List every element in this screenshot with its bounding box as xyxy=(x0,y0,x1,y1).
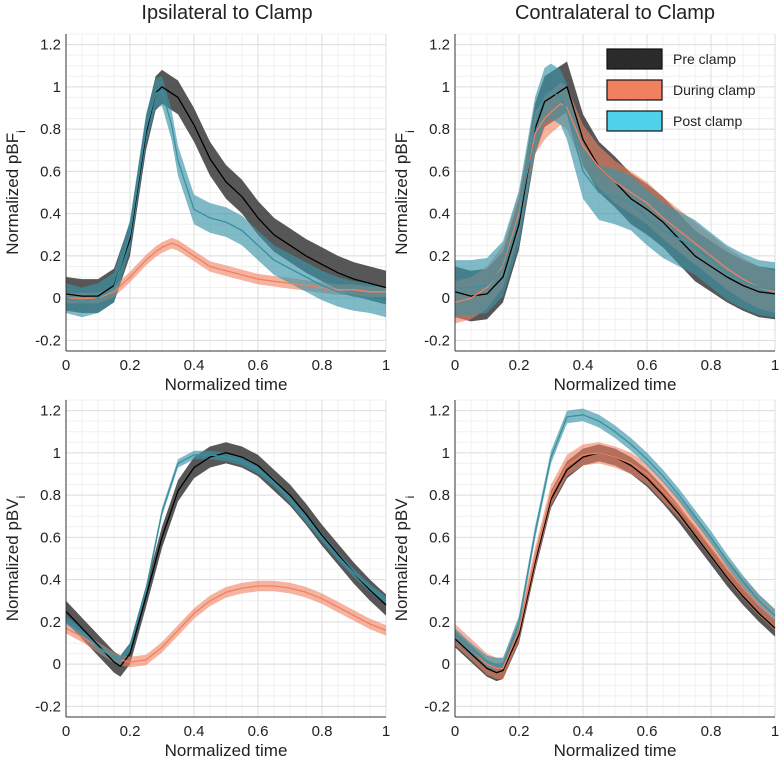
y-tick-label: 0.6 xyxy=(40,529,61,546)
y-tick-label: 0.6 xyxy=(429,163,450,180)
x-tick-label: 1 xyxy=(771,723,779,740)
legend-swatch-during-clamp xyxy=(606,79,663,101)
y-tick-label: 1.2 xyxy=(429,403,450,420)
x-tick-label: 0.4 xyxy=(573,357,594,374)
legend: Pre clamp During clamp Post clamp xyxy=(606,48,756,132)
x-tick-label: 0.2 xyxy=(509,357,530,374)
x-tick-label: 0 xyxy=(62,357,70,374)
y-tick-label: 0.4 xyxy=(429,572,450,589)
column-title-contralateral: Contralateral to Clamp xyxy=(514,2,716,24)
y-axis-label-subscript: i xyxy=(403,130,417,133)
y-tick-label: 0.2 xyxy=(40,248,61,265)
y-tick-label: -0.2 xyxy=(35,332,61,349)
y-axis-label: Normalized pBVi xyxy=(392,496,417,622)
x-tick-label: 0.4 xyxy=(184,357,205,374)
line-post-clamp xyxy=(65,90,387,304)
band-pre-clamp xyxy=(66,442,386,677)
y-tick-label: 1 xyxy=(53,79,61,96)
y-axis-label: Normalized pBFi xyxy=(3,130,28,255)
x-tick-label: 0.8 xyxy=(312,723,333,740)
x-tick-label: 0 xyxy=(62,723,70,740)
y-tick-label: 0 xyxy=(442,290,450,307)
y-axis-label: Normalized pBVi xyxy=(3,496,28,622)
y-tick-label: 1 xyxy=(442,445,450,462)
y-tick-label: 0.8 xyxy=(40,487,61,504)
line-during-clamp xyxy=(454,452,776,670)
band-pre-clamp xyxy=(455,444,775,682)
x-tick-label: 1 xyxy=(382,357,390,374)
y-tick-label: 0.4 xyxy=(429,206,450,223)
line-during-clamp xyxy=(454,103,776,304)
y-tick-label: -0.2 xyxy=(35,698,61,715)
y-tick-label: 1.2 xyxy=(40,37,61,54)
band-post-clamp xyxy=(455,408,775,671)
y-tick-label: 0.2 xyxy=(40,614,61,631)
ipsi-pbv-panel: 0 0.2 0.4 0.6 0.8 1-0.200.20.40.60.811.2Norma… xyxy=(3,399,390,760)
x-tick-label: 0.4 xyxy=(573,723,594,740)
y-axis-label-subscript: i xyxy=(14,130,28,133)
legend-swatch-post-clamp xyxy=(606,110,663,132)
x-tick-label: 0.8 xyxy=(312,357,333,374)
y-tick-label: 1.2 xyxy=(429,37,450,54)
y-tick-label: 0 xyxy=(53,656,61,673)
x-tick-label: 0.6 xyxy=(248,357,269,374)
x-axis-label: Normalized time xyxy=(554,375,677,394)
y-tick-label: 0.4 xyxy=(40,206,61,223)
legend-label-pre-clamp: Pre clamp xyxy=(673,51,736,67)
y-tick-label: 0 xyxy=(442,656,450,673)
x-tick-label: 0.6 xyxy=(637,357,658,374)
x-tick-label: 0 xyxy=(451,357,459,374)
y-tick-label: 0.2 xyxy=(429,614,450,631)
y-tick-label: 0.8 xyxy=(429,121,450,138)
ipsi-pbf-panel: 0 0.2 0.4 0.6 0.8 1-0.200.20.40.60.811.2Norma… xyxy=(3,33,390,394)
band-during-clamp xyxy=(455,442,775,679)
x-tick-label: 0.8 xyxy=(701,357,722,374)
x-tick-label: 0 xyxy=(451,723,459,740)
line-post-clamp xyxy=(65,454,387,661)
x-axis-label: Normalized time xyxy=(554,741,677,760)
y-axis-label-subscript: i xyxy=(14,496,28,499)
x-tick-label: 0.2 xyxy=(120,723,141,740)
y-axis-label-subscript: i xyxy=(403,496,417,499)
legend-swatch-pre-clamp xyxy=(606,48,663,70)
x-tick-label: 0.2 xyxy=(509,723,530,740)
y-tick-label: 0.2 xyxy=(429,248,450,265)
y-tick-label: 0.4 xyxy=(40,572,61,589)
line-during-clamp xyxy=(66,242,386,299)
legend-label-during-clamp: During clamp xyxy=(673,82,756,98)
column-title-ipsilateral: Ipsilateral to Clamp xyxy=(141,2,313,24)
y-axis-label: Normalized pBFi xyxy=(392,130,417,255)
y-tick-label: -0.2 xyxy=(424,332,450,349)
x-tick-label: 0.4 xyxy=(184,723,205,740)
line-pre-clamp xyxy=(65,452,387,667)
x-tick-label: 1 xyxy=(382,723,390,740)
x-tick-label: 0.8 xyxy=(701,723,722,740)
x-tick-label: 1 xyxy=(771,357,779,374)
x-axis-label: Normalized time xyxy=(165,375,288,394)
y-tick-label: 0.6 xyxy=(429,529,450,546)
contra-pbf-panel: 0 0.2 0.4 0.6 0.8 1-0.200.20.40.60.811.2Norma… xyxy=(392,33,779,394)
y-tick-label: 1 xyxy=(442,79,450,96)
y-tick-label: 0.8 xyxy=(40,121,61,138)
x-tick-label: 0.6 xyxy=(248,723,269,740)
y-tick-label: 1 xyxy=(53,445,61,462)
x-tick-label: 0.2 xyxy=(120,357,141,374)
line-post-clamp xyxy=(455,90,776,291)
y-tick-label: 1.2 xyxy=(40,403,61,420)
y-tick-label: -0.2 xyxy=(424,698,450,715)
y-tick-label: 0.8 xyxy=(429,487,450,504)
y-tick-label: 0 xyxy=(53,290,61,307)
line-post-clamp xyxy=(454,414,776,665)
y-tick-label: 0.6 xyxy=(40,163,61,180)
contra-pbv-panel: 0 0.2 0.4 0.6 0.8 1-0.200.20.40.60.811.2Norma… xyxy=(392,399,779,760)
legend-label-post-clamp: Post clamp xyxy=(673,113,742,129)
x-tick-label: 0.6 xyxy=(637,723,658,740)
x-axis-label: Normalized time xyxy=(165,741,288,760)
